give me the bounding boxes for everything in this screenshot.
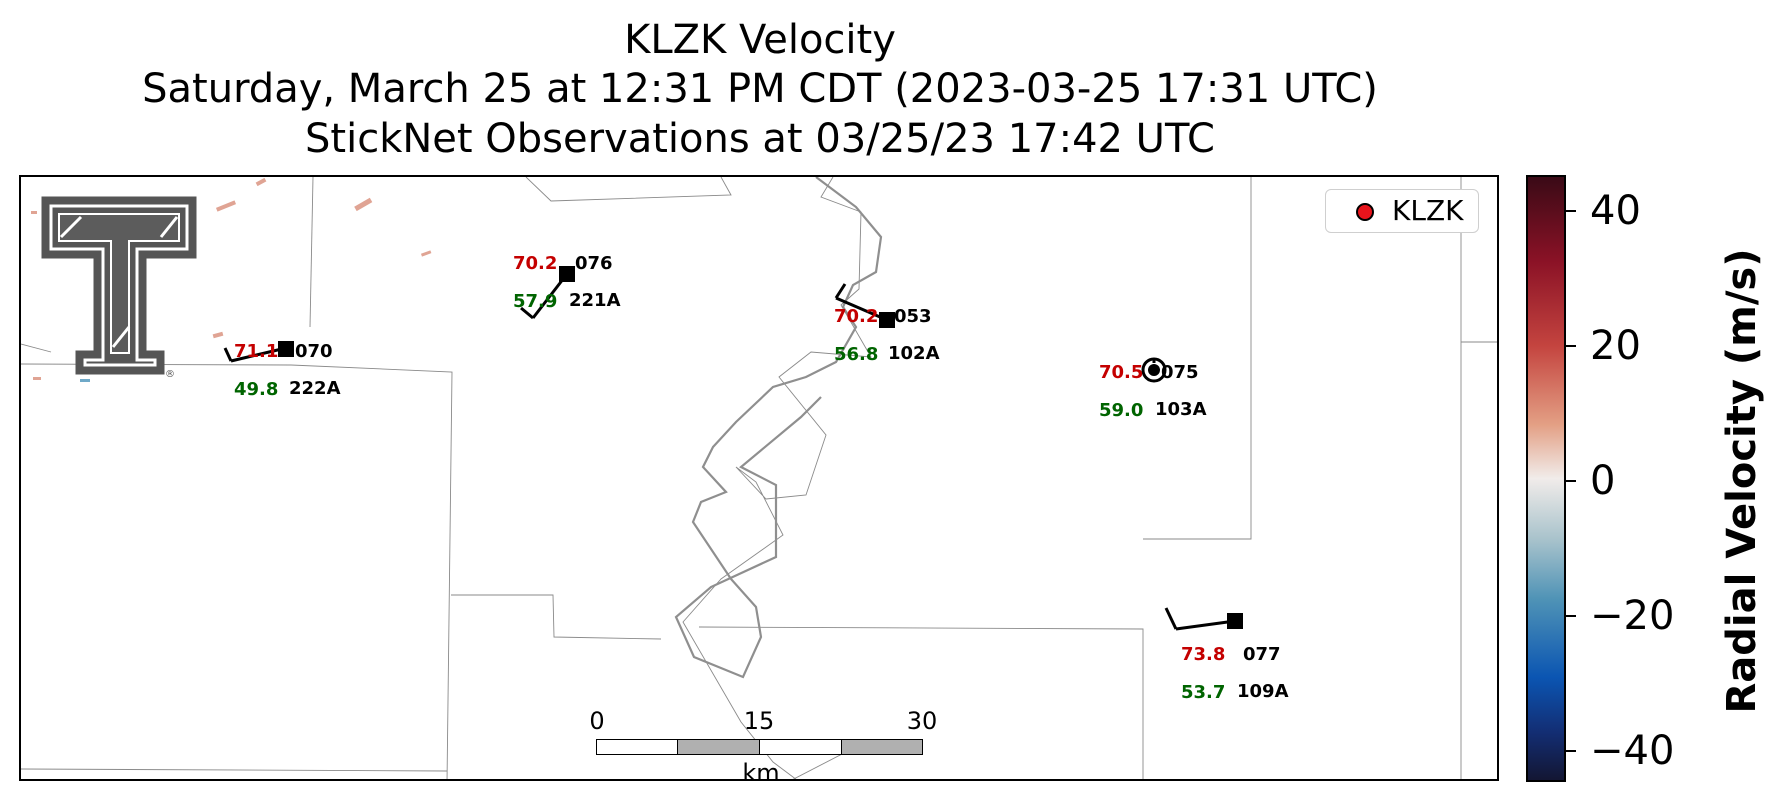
station-103A-id: 075 [1161,362,1199,383]
station-222A-id: 070 [295,341,333,362]
chart-subtitle-time: Saturday, March 25 at 12:31 PM CDT (2023… [142,66,1378,112]
station-222A-dew: 49.8 [234,379,279,400]
chart-title: KLZK Velocity [624,17,896,63]
station-103A-dew: 59.0 [1099,400,1144,421]
colorbar-label-neg20: −20 [1590,593,1675,639]
station-102A-id: 053 [894,306,932,327]
station-103A-marker[interactable] [1141,357,1167,383]
colorbar-tick [1566,615,1576,617]
velocity-echoes [31,177,432,380]
colorbar-label-0: 0 [1590,458,1616,504]
station-102A-marker[interactable] [834,283,895,328]
state-line-river [674,177,883,679]
colorbar-tick [1566,750,1576,752]
station-222A-temp: 71.1 [234,341,279,362]
county-boundaries [21,177,1497,779]
station-102A-name: 102A [888,343,940,364]
station-222A-name: 222A [289,378,341,399]
colorbar-tick [1566,480,1576,482]
velocity-echo-inbound [80,379,90,382]
colorbar-label-40: 40 [1590,188,1641,234]
colorbar-tick [1566,345,1576,347]
map-panel[interactable]: ® 71. [19,175,1499,781]
radar-site-marker-icon [1356,203,1374,221]
station-109A-name: 109A [1237,681,1289,702]
station-221A-marker[interactable] [520,266,575,320]
texas-tech-logo: ® [41,196,197,380]
station-109A-temp: 73.8 [1181,644,1226,665]
scale-tick-15: 15 [743,707,775,735]
svg-text:®: ® [165,369,175,380]
station-221A-dew: 57.9 [513,291,558,312]
scale-tick-30: 30 [906,707,938,735]
colorbar-label-20: 20 [1590,323,1641,369]
station-109A-dew: 53.7 [1181,682,1226,703]
colorbar [1526,175,1566,782]
station-222A-marker[interactable] [223,341,294,363]
station-221A-temp: 70.2 [513,253,558,274]
station-109A-id: 077 [1243,644,1281,665]
colorbar-title: Radial Velocity (m/s) [1719,248,1765,714]
station-109A-marker[interactable] [1164,607,1243,631]
station-103A-temp: 70.5 [1099,362,1144,383]
map-legend: KLZK [1325,189,1479,233]
station-102A-dew: 56.8 [834,344,879,365]
map-canvas: ® [21,177,1497,779]
scale-tick-0: 0 [589,707,605,735]
legend-label: KLZK [1392,194,1464,227]
colorbar-label-neg40: −40 [1590,728,1675,774]
station-221A-name: 221A [569,290,621,311]
station-102A-temp: 70.2 [834,306,879,327]
chart-subtitle-obs: StickNet Observations at 03/25/23 17:42 … [305,116,1215,162]
station-103A-name: 103A [1155,399,1207,420]
scale-bar: 0 15 30 km [589,709,937,779]
station-221A-id: 076 [575,253,613,274]
colorbar-tick [1566,210,1576,212]
scale-unit: km [742,759,780,781]
